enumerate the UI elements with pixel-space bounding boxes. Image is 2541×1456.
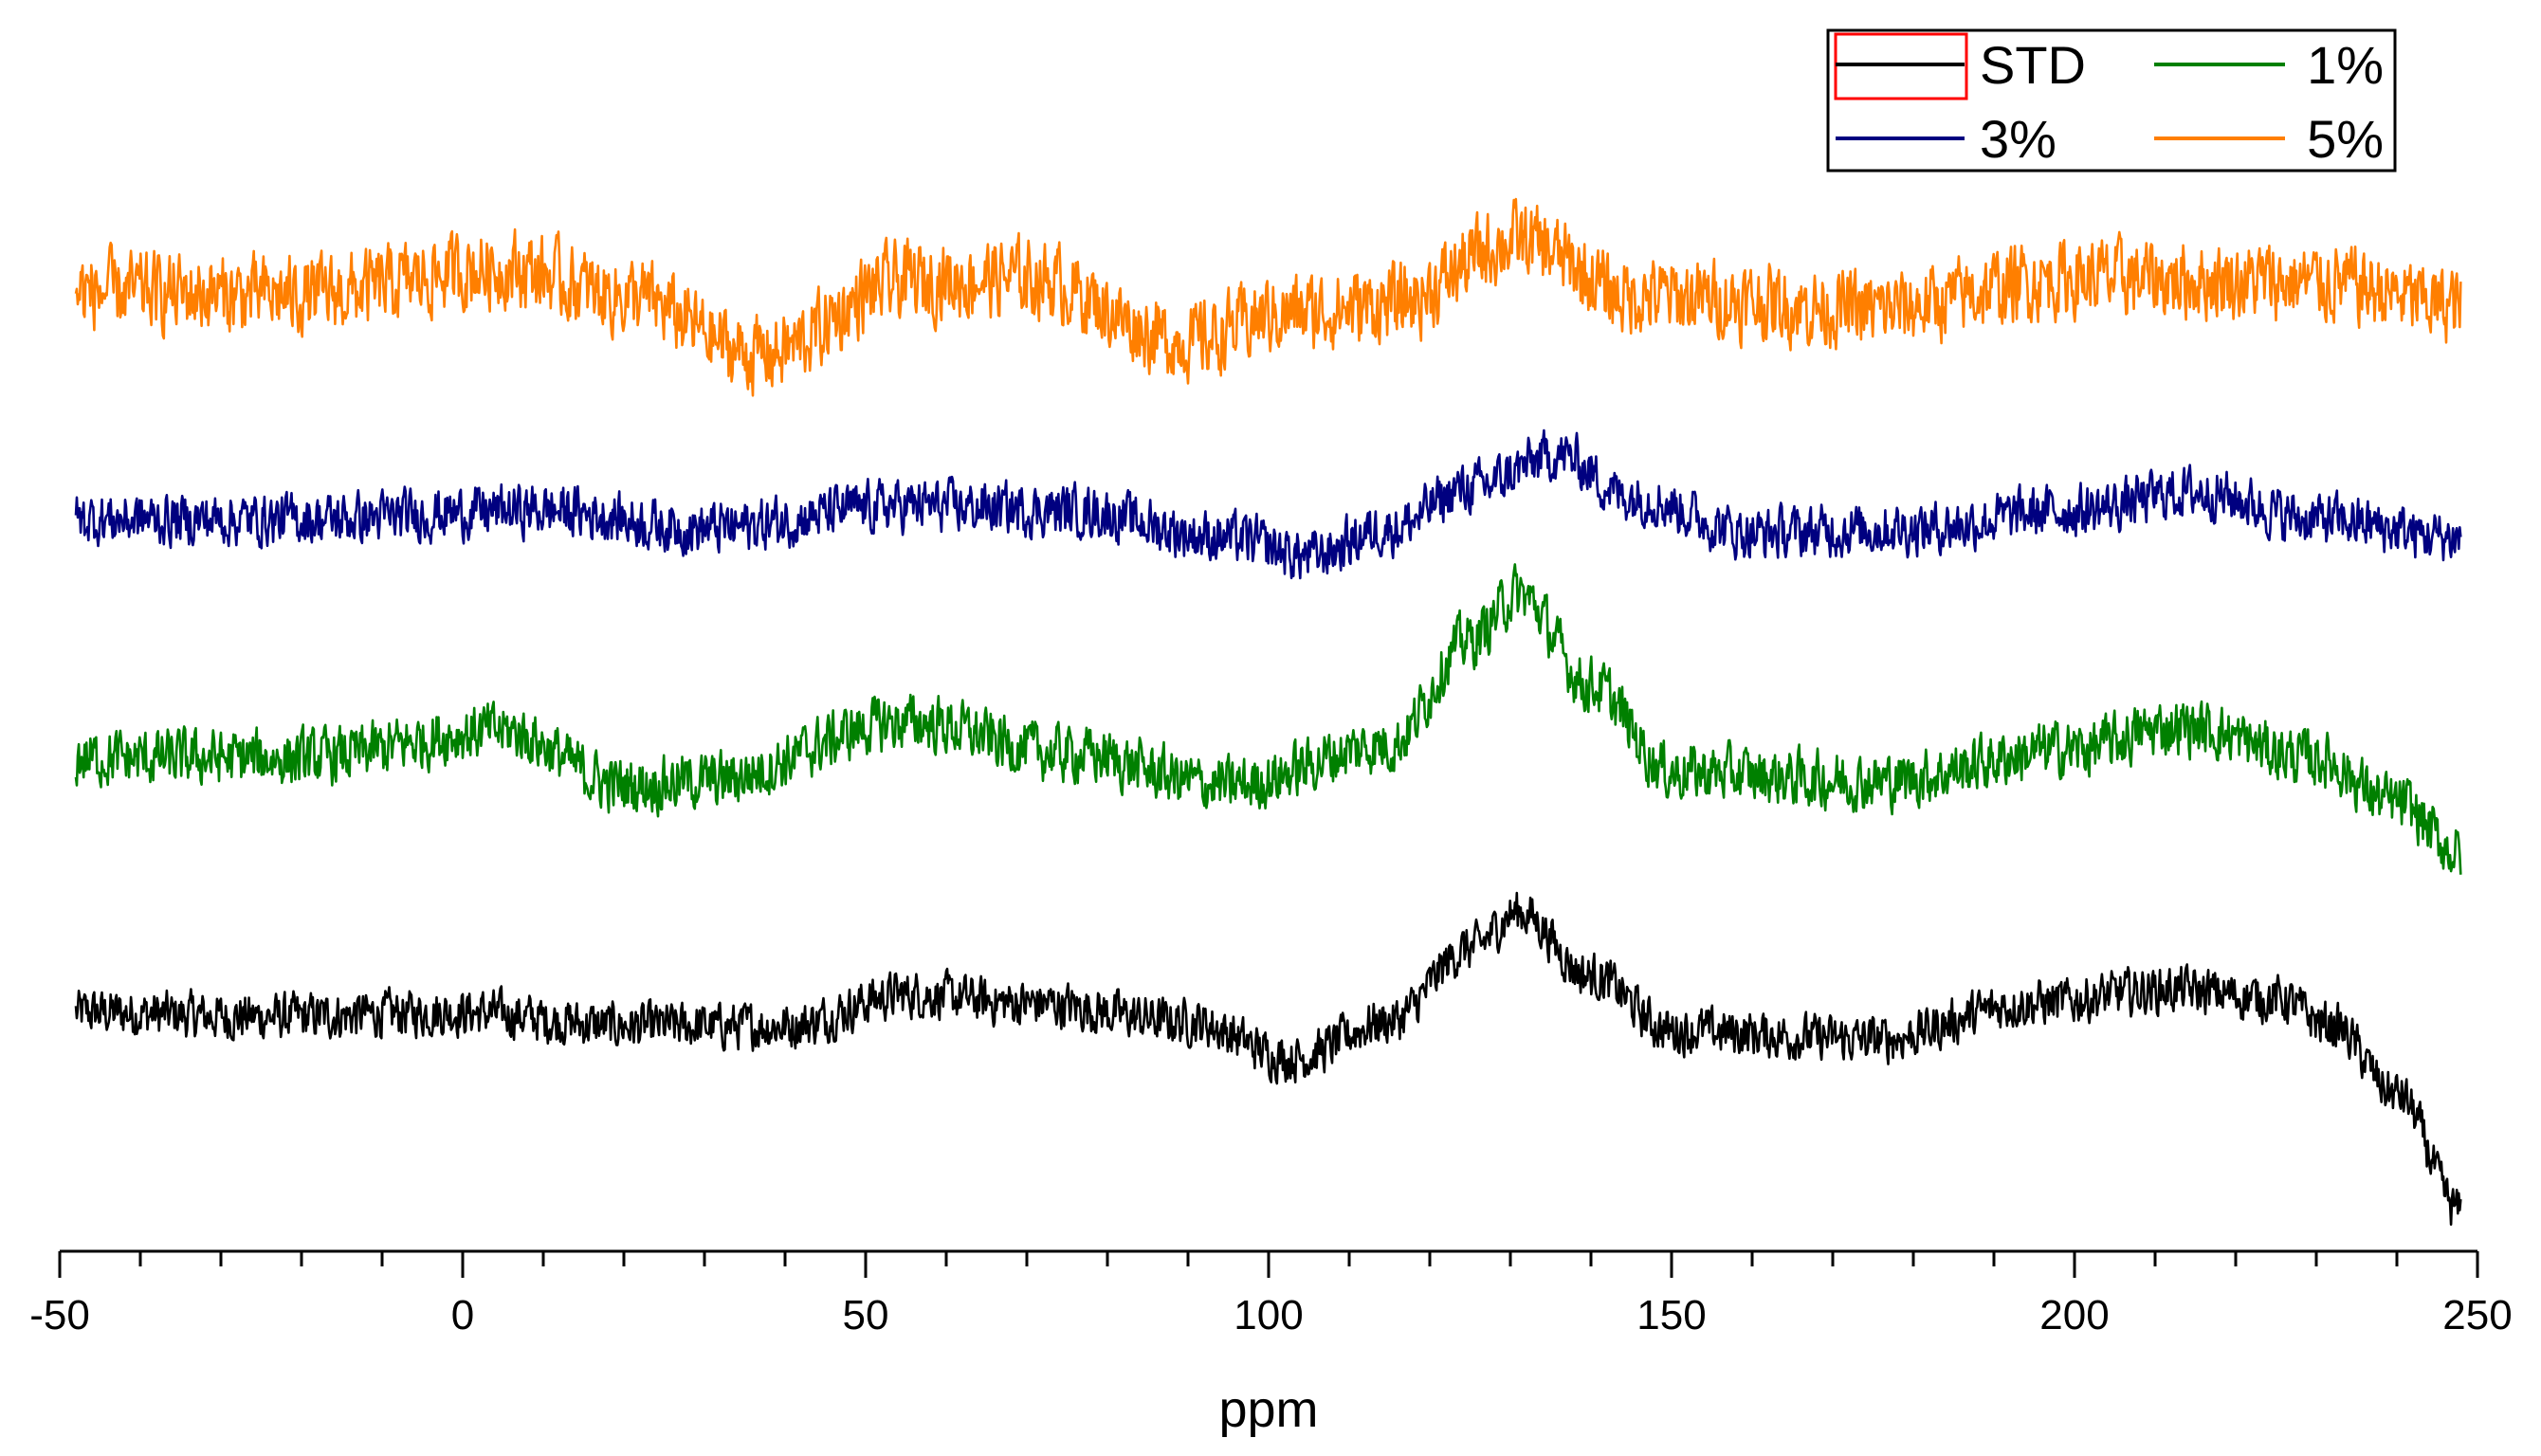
legend-box <box>1826 28 2397 173</box>
x-tick-label: 100 <box>1234 1292 1303 1338</box>
x-tick-label: 50 <box>843 1292 889 1338</box>
series-line-std <box>74 891 2462 1227</box>
x-tick-label: 0 <box>451 1292 474 1338</box>
legend-label-1pct: 1% <box>2307 35 2384 95</box>
x-tick-label: 250 <box>2442 1292 2512 1338</box>
x-axis: -50 0 50 100 150 200 250 ppm <box>29 1249 2513 1438</box>
series-line-3pct <box>74 428 2462 580</box>
x-axis-title: ppm <box>1218 1381 1318 1438</box>
series-line-1pct <box>74 563 2462 875</box>
series-traces <box>74 197 2462 1227</box>
legend-label-5pct: 5% <box>2307 109 2384 169</box>
legend: STD 1% 3% 5% <box>1826 28 2397 173</box>
x-axis-tick-labels: -50 0 50 100 150 200 250 <box>29 1292 2513 1338</box>
legend-label-3pct: 3% <box>1980 109 2057 169</box>
x-tick-label: 200 <box>2039 1292 2109 1338</box>
x-tick-label: 150 <box>1636 1292 1706 1338</box>
x-axis-ticks <box>58 1251 2479 1278</box>
series-line-5pct <box>74 197 2462 397</box>
x-tick-label: -50 <box>29 1292 90 1338</box>
legend-label-std: STD <box>1980 35 2086 95</box>
